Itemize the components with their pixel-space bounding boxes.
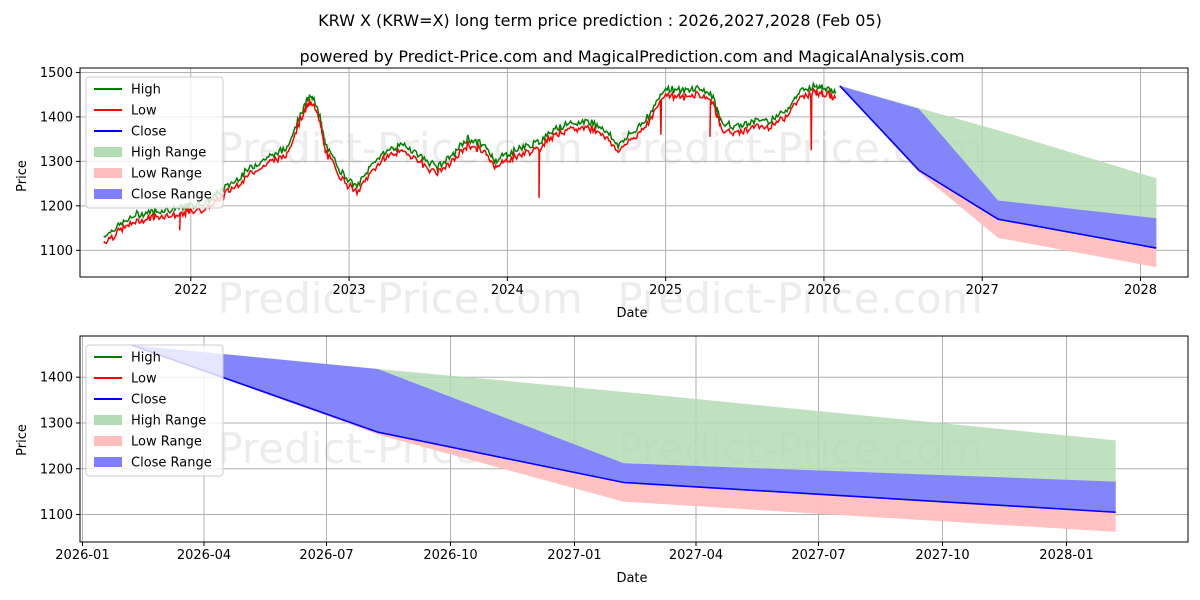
x-tick-label: 2024 (491, 283, 524, 298)
chart-title: KRW X (KRW=X) long term price prediction… (318, 11, 882, 30)
legend-label: Close Range (131, 188, 212, 203)
x-tick-label: 2027-10 (915, 548, 969, 563)
legend-label: High Range (131, 146, 206, 161)
y-tick-label: 1200 (40, 462, 73, 477)
bottom-plot-frame (79, 335, 1189, 543)
bottom-series-lines (131, 344, 1116, 514)
x-tick-label: 2023 (333, 283, 366, 298)
close-range-band (131, 345, 1116, 513)
x-tick-label: 2026-01 (55, 548, 109, 563)
top-range-bands (839, 85, 1157, 268)
legend-label: High (131, 351, 161, 366)
legend-label: Low Range (131, 167, 202, 182)
legend-label: Low (131, 372, 157, 387)
legend-label: Low Range (131, 435, 202, 450)
x-tick-label: 2022 (174, 283, 207, 298)
close-range-band (839, 85, 1157, 249)
top-series-lines (103, 80, 1157, 249)
legend-swatch (94, 457, 122, 467)
low-range-band (131, 345, 1116, 532)
y-tick-label: 1200 (40, 199, 73, 214)
x-tick-label: 2026-10 (423, 548, 477, 563)
legend-label: Close (131, 125, 166, 140)
close-forecast-line (839, 85, 1157, 249)
legend-label: Low (131, 104, 157, 119)
legend-swatch (94, 436, 122, 446)
y-tick-label: 1300 (40, 155, 73, 170)
legend-swatch (94, 189, 122, 199)
top-legend: High Low Close High Range Low Range Close Ran… (85, 76, 224, 209)
top-y-axis-label: Price (15, 160, 30, 192)
legend-label: Close Range (131, 456, 212, 471)
bottom-y-axis-label: Price (15, 424, 30, 456)
legend-swatch (94, 168, 122, 178)
y-tick-label: 1500 (40, 66, 73, 81)
low-history-line (103, 86, 837, 245)
legend-swatch (94, 147, 122, 157)
legend-label: Close (131, 393, 166, 408)
x-tick-label: 2027-01 (547, 548, 601, 563)
watermark-top-4: Predict-Price.com (617, 274, 982, 323)
y-tick-label: 1300 (40, 416, 73, 431)
bottom-chart-panel: Predict-Price.com Predict-Price.com 2026… (15, 335, 1189, 586)
x-tick-label: 2026-07 (299, 548, 353, 563)
x-tick-label: 2028-01 (1039, 548, 1093, 563)
bottom-y-ticks: 1100 1200 1300 1400 (40, 371, 80, 523)
top-x-ticks: 2022 2023 2024 2025 2026 2027 2028 (174, 277, 1157, 298)
legend-label: High (131, 83, 161, 98)
y-tick-label: 1400 (40, 110, 73, 125)
top-y-ticks: 1100 1200 1300 1400 1500 (40, 66, 80, 259)
bottom-legend: High Low Close High Range Low Range Close Ran… (85, 344, 224, 477)
top-x-axis-label: Date (616, 306, 647, 321)
watermark-top-1: Predict-Price.com (217, 124, 582, 173)
bottom-x-axis-label: Date (616, 571, 647, 586)
x-tick-label: 2025 (649, 283, 682, 298)
x-tick-label: 2027-04 (669, 548, 723, 563)
legend-label: High Range (131, 414, 206, 429)
close-forecast-line (131, 344, 1116, 514)
legend-swatch (94, 415, 122, 425)
watermark-top-3: Predict-Price.com (217, 274, 582, 323)
bottom-x-ticks: 2026-01 2026-04 2026-07 2026-10 2027-01 2027-… (55, 542, 1094, 563)
low-range-band (839, 85, 1157, 268)
y-tick-label: 1100 (40, 508, 73, 523)
x-tick-label: 2028 (1124, 283, 1157, 298)
top-plot-frame (79, 67, 1189, 278)
bottom-range-bands (131, 345, 1116, 532)
y-tick-label: 1100 (40, 244, 73, 259)
high-history-line (103, 80, 837, 238)
x-tick-label: 2027 (966, 283, 999, 298)
y-tick-label: 1400 (40, 371, 73, 386)
chart-subtitle: powered by Predict-Price.com and Magical… (299, 47, 964, 66)
top-chart-panel: Predict-Price.com Predict-Price.com Pred… (15, 66, 1189, 323)
x-tick-label: 2026-04 (177, 548, 231, 563)
x-tick-label: 2027-07 (791, 548, 845, 563)
x-tick-label: 2026 (807, 283, 840, 298)
